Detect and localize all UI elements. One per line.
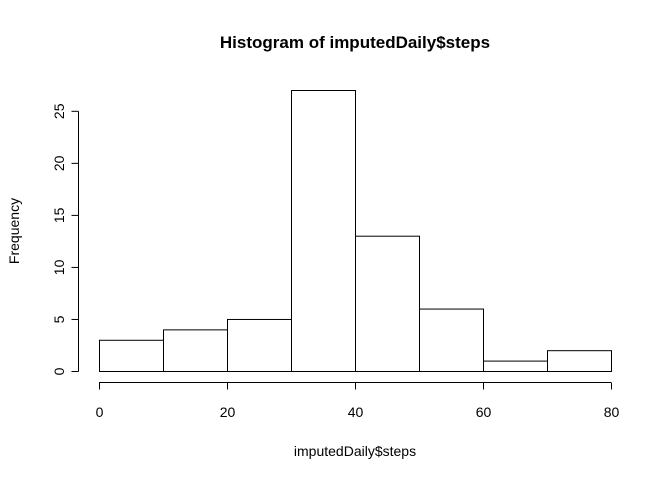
bars-group [99, 90, 612, 372]
x-tick-label: 60 [476, 404, 492, 420]
y-axis-label: Frequency [6, 198, 22, 264]
x-tick-label: 0 [96, 404, 104, 420]
bar-40-50 [355, 235, 420, 372]
y-tick-label: 5 [51, 315, 67, 323]
y-axis: 0 5 10 15 20 25 [51, 103, 79, 375]
bar-70-80 [547, 350, 612, 372]
y-tick-label: 15 [51, 207, 67, 223]
bar-60-70 [483, 360, 548, 372]
x-tick-label: 40 [348, 404, 364, 420]
y-tick-label: 0 [51, 367, 67, 375]
bar-0-10 [99, 339, 164, 372]
y-tick-label: 20 [51, 155, 67, 171]
bar-20-30 [227, 318, 292, 372]
y-tick-label: 10 [51, 259, 67, 275]
bar-10-20 [163, 329, 228, 372]
x-axis: 0 20 40 60 80 [96, 382, 620, 420]
x-axis-label: imputedDaily$steps [294, 443, 416, 459]
x-tick-label: 20 [220, 404, 236, 420]
chart-title: Histogram of imputedDaily$steps [220, 33, 490, 52]
y-tick-label: 25 [51, 103, 67, 119]
x-tick-label: 80 [604, 404, 620, 420]
bar-30-40 [291, 90, 356, 372]
bar-50-60 [419, 308, 484, 372]
